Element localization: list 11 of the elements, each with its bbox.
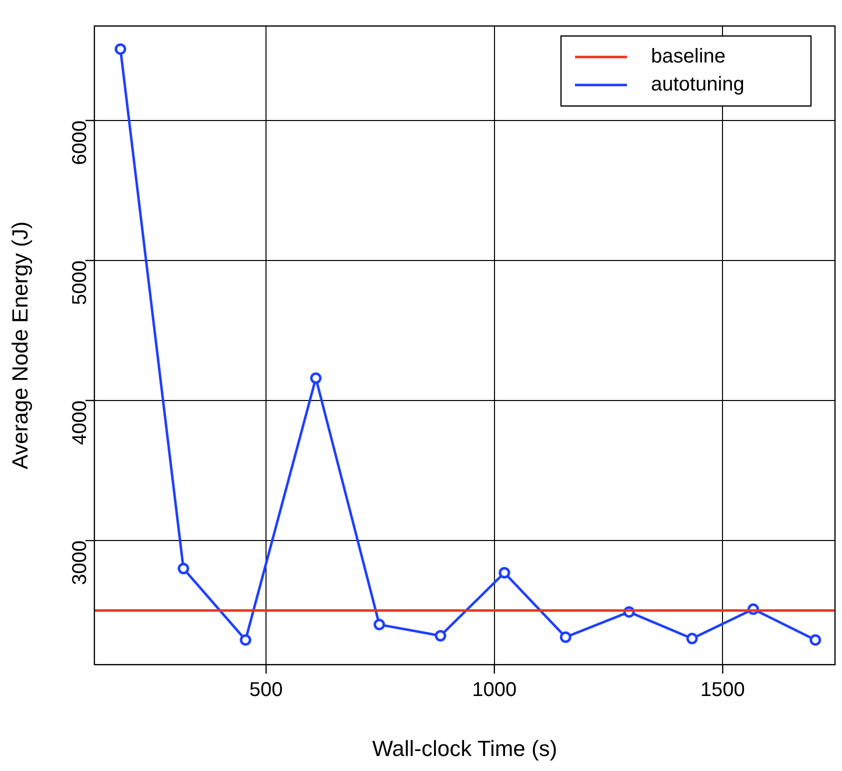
- x-tick-label: 1000: [472, 679, 517, 702]
- legend-label: baseline: [651, 46, 726, 68]
- x-tick-label: 500: [249, 679, 283, 702]
- y-tick-label: 5000: [68, 260, 91, 306]
- y-tick-label: 6000: [68, 120, 91, 166]
- y-axis-title: Average Node Energy (J): [7, 221, 32, 470]
- y-tick-label: 4000: [68, 400, 91, 446]
- y-tick-label: 3000: [68, 540, 91, 586]
- x-axis-title: Wall-clock Time (s): [372, 736, 558, 761]
- x-tick-label: 1500: [700, 679, 745, 702]
- legend-label: autotuning: [651, 74, 744, 96]
